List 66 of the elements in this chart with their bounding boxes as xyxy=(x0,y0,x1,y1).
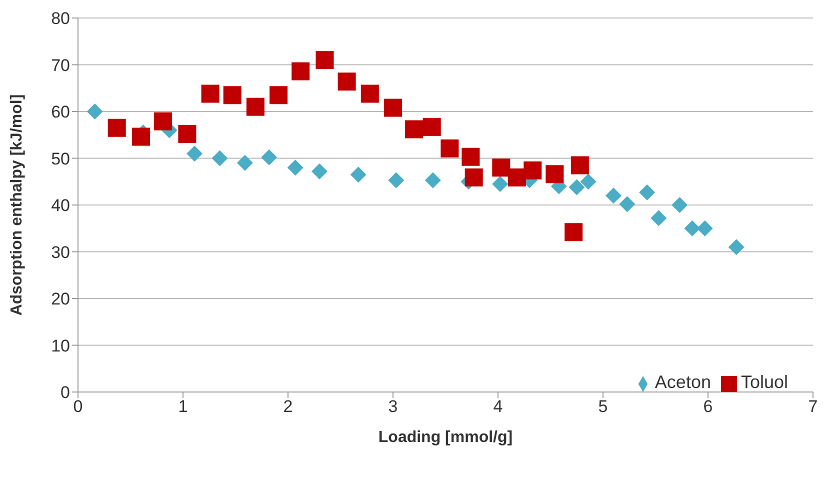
y-tick-label: 80 xyxy=(51,9,70,28)
point xyxy=(672,197,688,213)
point xyxy=(384,98,402,117)
point xyxy=(564,223,583,242)
x-tick-label: 7 xyxy=(808,397,818,416)
point xyxy=(619,196,636,212)
point xyxy=(360,84,379,103)
point xyxy=(440,139,459,158)
x-tick-label: 6 xyxy=(703,397,713,416)
point xyxy=(422,118,441,136)
x-tick-label: 0 xyxy=(73,397,83,416)
point xyxy=(236,154,253,171)
x-tick-label: 4 xyxy=(493,397,503,416)
point xyxy=(462,148,480,166)
point xyxy=(492,176,508,192)
point xyxy=(270,86,288,104)
point xyxy=(246,98,264,116)
y-axis-title: Adsorption enthalpy [kJ/mol] xyxy=(8,94,26,316)
point xyxy=(108,118,126,137)
point xyxy=(201,84,220,103)
point xyxy=(639,184,656,200)
point xyxy=(684,220,700,236)
point xyxy=(464,168,483,186)
y-tick-label: 30 xyxy=(51,242,70,262)
y-tick-label: 10 xyxy=(51,336,70,356)
point xyxy=(580,174,596,190)
x-axis-title: Loading [mmol/g] xyxy=(378,429,513,446)
x-tick-label: 5 xyxy=(598,397,608,416)
point xyxy=(316,51,334,70)
point xyxy=(524,161,542,180)
y-tick-label: 60 xyxy=(51,102,70,122)
point xyxy=(261,149,278,166)
point xyxy=(492,158,510,177)
point xyxy=(212,150,228,166)
point xyxy=(606,188,622,204)
point xyxy=(568,179,585,196)
point xyxy=(287,160,304,176)
point xyxy=(388,172,404,188)
point xyxy=(292,62,310,80)
point xyxy=(338,72,356,91)
point xyxy=(728,239,744,256)
point xyxy=(350,166,366,183)
y-tick-label: 70 xyxy=(51,56,70,75)
point xyxy=(186,146,203,162)
legend-label: Toluol xyxy=(740,372,788,392)
point xyxy=(405,120,423,138)
x-tick-label: 2 xyxy=(283,397,293,416)
point xyxy=(508,168,526,186)
point xyxy=(650,210,667,226)
point xyxy=(178,124,196,143)
point xyxy=(154,112,172,130)
point xyxy=(312,163,328,180)
x-tick-label: 3 xyxy=(388,397,398,416)
y-tick-label: 50 xyxy=(51,149,70,168)
point xyxy=(86,104,103,120)
legend-label: Aceton xyxy=(654,372,711,392)
point xyxy=(570,156,589,174)
point xyxy=(424,172,441,188)
x-tick-label: 1 xyxy=(178,397,188,416)
point xyxy=(223,86,242,104)
point xyxy=(696,220,713,236)
y-tick-label: 20 xyxy=(51,290,70,309)
point xyxy=(546,165,564,184)
y-tick-label: 40 xyxy=(51,196,70,216)
point xyxy=(132,128,150,146)
y-tick-label: 0 xyxy=(60,383,70,402)
